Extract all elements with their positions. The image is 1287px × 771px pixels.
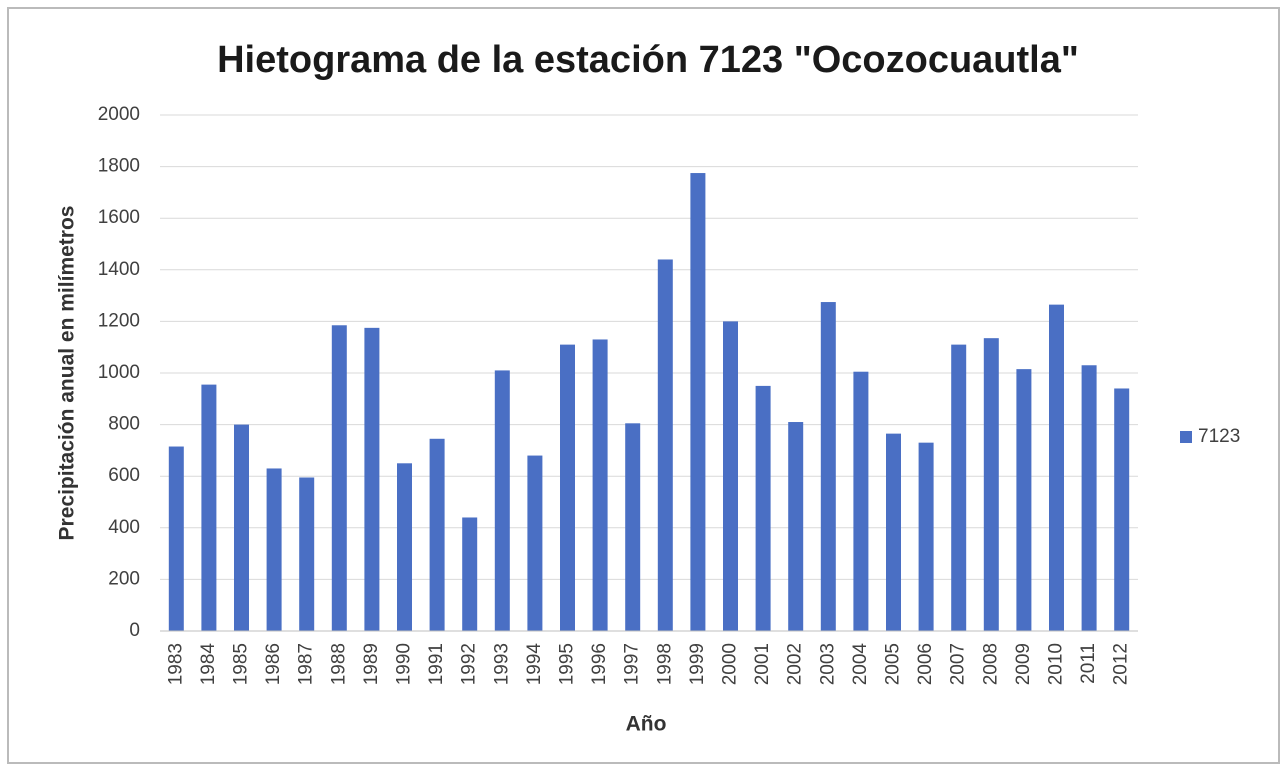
bar — [299, 477, 315, 631]
y-tick-label: 600 — [108, 465, 140, 486]
x-tick-label: 1997 — [622, 643, 643, 685]
bar — [266, 468, 282, 631]
bar — [886, 433, 901, 631]
y-tick-label: 1800 — [98, 156, 140, 177]
y-tick-label: 0 — [129, 620, 140, 641]
bar — [820, 302, 836, 631]
x-tick-label: 2007 — [948, 643, 969, 685]
x-tick-label: 1986 — [263, 643, 284, 685]
x-tick-label: 2012 — [1111, 643, 1132, 685]
y-tick-label: 1400 — [98, 259, 140, 280]
y-tick-label: 1600 — [98, 207, 140, 228]
x-tick-label: 2011 — [1078, 643, 1099, 684]
bar — [1049, 304, 1064, 631]
legend-label: 7123 — [1198, 426, 1240, 447]
x-tick-label: 2010 — [1046, 643, 1067, 685]
x-tick-label: 1983 — [165, 643, 186, 685]
bar — [494, 370, 510, 631]
x-tick-label: 1985 — [231, 643, 252, 685]
bar — [951, 344, 967, 631]
x-tick-label: 2000 — [720, 643, 741, 685]
x-tick-label: 1999 — [687, 643, 708, 685]
bar — [331, 325, 347, 631]
x-axis-title: Año — [626, 713, 667, 736]
legend-swatch — [1180, 431, 1192, 443]
y-tick-label: 800 — [108, 414, 140, 435]
x-tick-label: 2009 — [1013, 643, 1034, 685]
x-tick-label: 1998 — [654, 643, 675, 685]
y-tick-label: 1200 — [98, 310, 140, 331]
x-tick-label: 1984 — [198, 643, 219, 686]
bar — [429, 438, 445, 631]
bar — [592, 339, 608, 631]
x-tick-label: 1991 — [426, 643, 447, 685]
bar — [788, 422, 804, 631]
x-tick-label: 1987 — [296, 643, 317, 685]
bar — [755, 385, 771, 631]
bar — [527, 455, 543, 631]
x-tick-label: 1995 — [557, 643, 578, 685]
bar — [1016, 369, 1032, 631]
x-tick-label: 2003 — [817, 643, 838, 685]
bar — [560, 344, 575, 631]
x-tick-label: 1992 — [459, 643, 480, 685]
chart-frame — [7, 7, 1280, 764]
y-axis-title: Precipitación anual en milímetros — [56, 206, 79, 541]
x-tick-label: 1989 — [361, 643, 382, 685]
bar — [234, 424, 249, 631]
bar — [657, 259, 673, 631]
bar — [1114, 388, 1130, 631]
bar — [397, 463, 412, 631]
bar — [723, 321, 738, 631]
x-tick-label: 2005 — [883, 643, 904, 685]
x-tick-label: 1988 — [328, 643, 349, 685]
bar — [168, 446, 184, 631]
y-tick-label: 1000 — [98, 362, 140, 383]
x-tick-label: 1990 — [394, 643, 415, 685]
bar — [364, 327, 380, 631]
x-tick-label: 2002 — [785, 643, 806, 685]
bar — [625, 423, 641, 631]
bar — [201, 384, 217, 631]
x-tick-label: 1994 — [524, 643, 545, 686]
bar — [983, 338, 999, 631]
y-tick-label: 2000 — [98, 104, 140, 125]
x-tick-label: 1993 — [491, 643, 512, 685]
chart-title: Hietograma de la estación 7123 "Ocozocua… — [217, 39, 1079, 81]
x-tick-label: 2001 — [752, 643, 773, 685]
x-tick-label: 2006 — [915, 643, 936, 685]
bar — [462, 517, 478, 631]
bar — [853, 371, 869, 631]
x-tick-label: 1996 — [589, 643, 610, 685]
x-tick-label: 2008 — [980, 643, 1001, 685]
bar — [1081, 365, 1097, 631]
y-tick-label: 200 — [108, 568, 140, 589]
bar — [690, 173, 706, 632]
bar — [918, 442, 934, 631]
x-tick-label: 2004 — [850, 643, 871, 686]
y-tick-label: 400 — [108, 517, 140, 538]
